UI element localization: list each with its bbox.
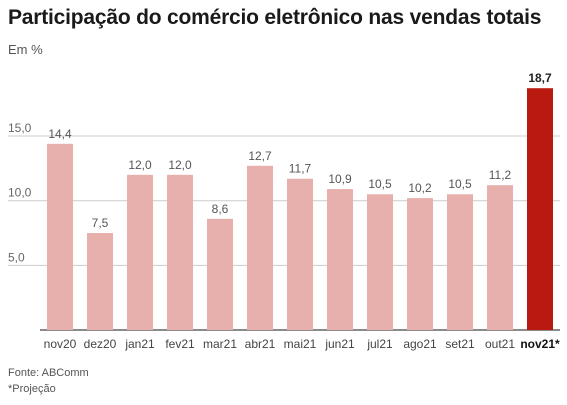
x-tick-label: nov20 xyxy=(44,337,77,351)
bar-mar21 xyxy=(207,218,233,330)
x-tick-label: out21 xyxy=(485,337,515,351)
data-label: 18,7 xyxy=(528,71,552,85)
x-tick-label: fev21 xyxy=(165,337,195,351)
bar-dez20 xyxy=(87,233,113,330)
x-tick-label: mai21 xyxy=(284,337,317,351)
bar-fev21 xyxy=(167,174,193,330)
data-label: 10,2 xyxy=(408,181,432,195)
data-label: 10,5 xyxy=(368,177,392,191)
bar-jun21 xyxy=(327,189,353,330)
source-note: Fonte: ABComm xyxy=(8,367,89,379)
data-label: 11,2 xyxy=(489,168,512,182)
y-tick-label: 5,0 xyxy=(8,250,25,264)
bar-out21 xyxy=(487,185,513,330)
x-tick-label: ago21 xyxy=(403,337,437,351)
data-label: 12,0 xyxy=(128,158,152,172)
y-tick-label: 10,0 xyxy=(8,186,32,200)
x-tick-label: jul21 xyxy=(366,337,393,351)
y-tick-label: 15,0 xyxy=(8,121,32,135)
projection-note: *Projeção xyxy=(8,383,56,395)
bar-abr21 xyxy=(247,165,273,330)
x-tick-label: dez20 xyxy=(84,337,117,351)
data-label: 8,6 xyxy=(212,202,229,216)
data-label: 14,4 xyxy=(48,127,72,141)
chart-title: Participação do comércio eletrônico nas … xyxy=(8,6,542,29)
data-label: 12,7 xyxy=(248,149,272,163)
x-tick-label: nov21* xyxy=(520,337,560,351)
data-label: 11,7 xyxy=(289,162,312,176)
x-tick-label: jun21 xyxy=(324,337,355,351)
bar-jul21 xyxy=(367,194,393,330)
bar-mai21 xyxy=(287,178,313,330)
x-tick-label: jan21 xyxy=(124,337,155,351)
bar-ago21 xyxy=(407,198,433,330)
chart-subtitle: Em % xyxy=(8,42,43,57)
bar-nov20 xyxy=(47,143,73,330)
bar-nov21 xyxy=(527,88,553,330)
data-label: 10,5 xyxy=(448,177,472,191)
bar-jan21 xyxy=(127,174,153,330)
x-tick-label: abr21 xyxy=(245,337,276,351)
x-tick-label: mar21 xyxy=(203,337,237,351)
data-label: 12,0 xyxy=(168,158,192,172)
bar-set21 xyxy=(447,194,473,330)
data-label: 7,5 xyxy=(92,216,109,230)
data-label: 10,9 xyxy=(328,172,352,186)
x-tick-label: set21 xyxy=(445,337,475,351)
